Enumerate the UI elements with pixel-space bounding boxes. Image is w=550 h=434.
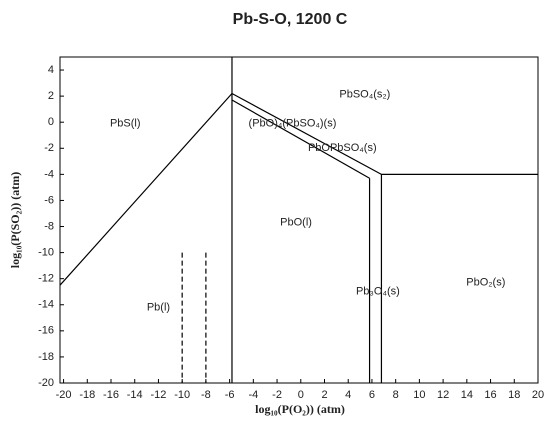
x-tick-label: 2 [321,389,327,401]
x-tick-label: -18 [79,389,95,401]
region-label: (PbO)₄(PbSO₄)(s) [249,117,337,129]
x-tick-label: -4 [248,389,258,401]
y-tick-label: -8 [44,220,54,232]
y-tick-label: -12 [38,273,54,285]
x-tick-label: 18 [508,389,520,401]
x-tick-label: -20 [56,389,72,401]
x-tick-label: -10 [174,389,190,401]
x-tick-label: -12 [150,389,166,401]
region-label: PbS(l) [110,117,141,129]
y-tick-label: -6 [44,194,54,206]
y-tick-label: -20 [38,377,54,389]
y-tick-label: -14 [38,299,54,311]
y-tick-label: 4 [48,64,54,76]
x-tick-label: -2 [272,389,282,401]
y-axis-title: log₁₀(P(SO₂)) (atm) [8,172,22,268]
region-label: PbOPbSO₄(s) [308,142,377,154]
x-tick-label: 14 [461,389,473,401]
x-tick-label: 16 [484,389,496,401]
x-tick-label: -6 [225,389,235,401]
x-tick-label: 6 [369,389,375,401]
x-tick-label: 20 [532,389,544,401]
y-tick-label: 0 [48,116,54,128]
region-label: PbSO₄(s₂) [339,89,390,101]
y-tick-label: -4 [44,168,54,180]
region-label: Pb(l) [147,301,170,313]
y-tick-label: -10 [38,247,54,259]
x-tick-label: 4 [345,389,351,401]
phase-boundary [59,93,233,286]
phase-boundary [231,99,370,179]
plot-frame [59,56,539,384]
x-axis-title: log₁₀(P(O₂)) (atm) [255,402,345,416]
x-tick-label: -8 [201,389,211,401]
y-tick-label: -16 [38,325,54,337]
y-tick-label: -2 [44,142,54,154]
x-tick-label: 12 [437,389,449,401]
x-tick-label: -14 [127,389,143,401]
x-tick-label: -16 [103,389,119,401]
chart-title: Pb-S-O, 1200 C [233,11,348,28]
y-tick-label: -18 [38,351,54,363]
phase-boundary [231,92,382,175]
region-label: Pb₃O₄(s) [356,286,400,298]
y-tick-label: 2 [48,90,54,102]
x-tick-label: 8 [393,389,399,401]
region-label: PbO(l) [280,217,312,229]
x-tick-label: 10 [413,389,425,401]
x-tick-label: 0 [298,389,304,401]
region-label: PbO₂(s) [466,276,505,288]
